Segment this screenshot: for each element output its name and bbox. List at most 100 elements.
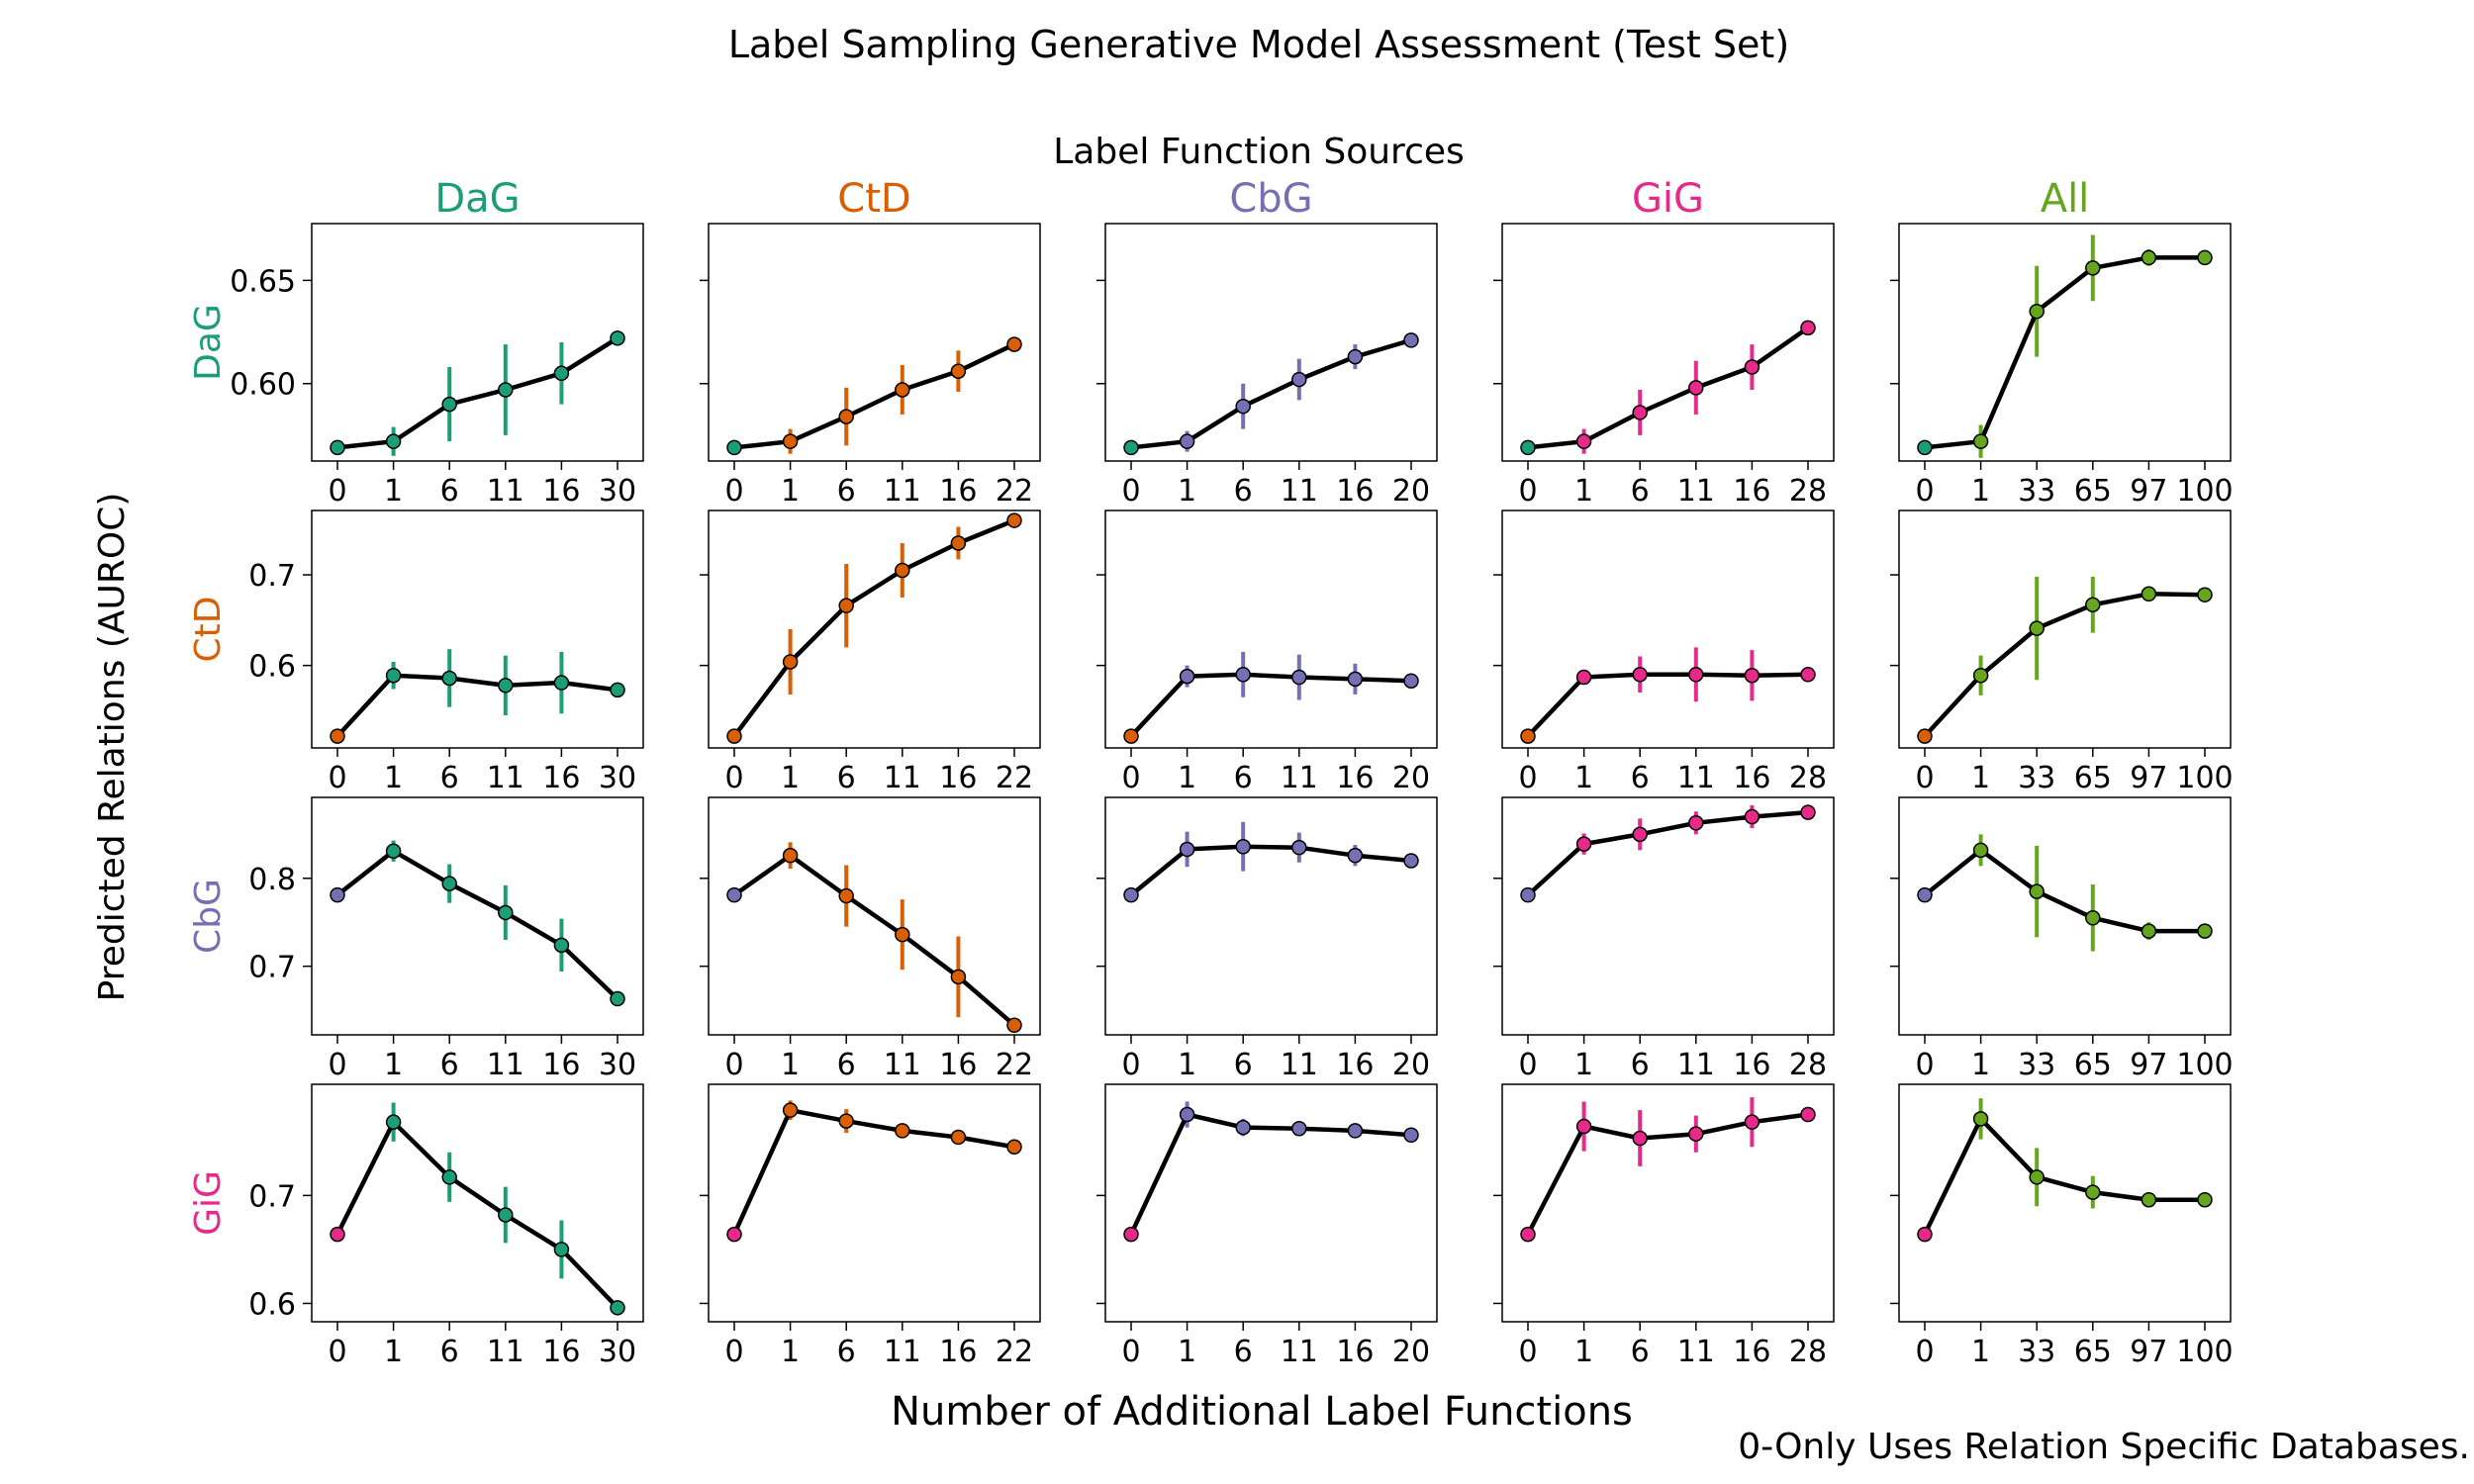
data-point (726, 439, 742, 456)
x-tick-label: 16 (1733, 1335, 1770, 1369)
data-point (1632, 826, 1648, 843)
x-tick-label: 22 (996, 1335, 1033, 1369)
data-point (1575, 1118, 1592, 1135)
column-title-cbg: CbG (1229, 176, 1312, 222)
x-tick-label: 6 (440, 1048, 459, 1082)
x-tick-label: 11 (884, 474, 921, 509)
data-point (610, 1300, 625, 1316)
series-line (1922, 1116, 2205, 1236)
x-tick-label: 0 (724, 761, 743, 795)
panel-ctd-ctd: 0 1 6 11 16 22 (700, 510, 1041, 795)
x-tick-label: 6 (440, 761, 459, 795)
x-tick-label: 0 (328, 1335, 346, 1369)
data-point (2029, 620, 2045, 636)
data-point (1917, 728, 1933, 744)
x-tick-label: 11 (884, 1335, 921, 1369)
data-point (1403, 853, 1419, 869)
x-tick-label: 16 (939, 1335, 977, 1369)
data-point (1800, 667, 1816, 683)
data-point (2085, 260, 2101, 276)
data-point (838, 1113, 854, 1129)
x-tick-label: 6 (1234, 474, 1253, 509)
data-point (385, 433, 402, 449)
data-point (1520, 728, 1536, 744)
x-tick-label: 11 (1281, 474, 1318, 509)
data-point (1917, 886, 1933, 903)
panel-frame (311, 1083, 644, 1323)
data-point (1235, 667, 1251, 683)
data-point (1688, 667, 1704, 683)
data-point (895, 562, 910, 579)
x-tick-label: 11 (1677, 474, 1715, 509)
x-tick-label: 28 (1789, 474, 1827, 509)
x-tick-label: 6 (440, 1335, 459, 1369)
data-point (2141, 1191, 2157, 1208)
data-point (1123, 728, 1139, 744)
x-tick-label: 11 (1677, 1335, 1715, 1369)
series-line (336, 335, 619, 450)
x-tick-label: 6 (837, 761, 856, 795)
x-tick-label: 0 (724, 1048, 743, 1082)
data-point (553, 937, 570, 954)
x-tick-label: 20 (1392, 474, 1430, 509)
data-point (498, 904, 514, 921)
data-point (1291, 371, 1307, 388)
series-line (1923, 848, 2205, 934)
data-point (1291, 1120, 1307, 1137)
panel-frame (1501, 223, 1835, 462)
data-point (498, 1207, 514, 1223)
series-line (1128, 1112, 1412, 1236)
x-tick-label: 16 (1336, 761, 1374, 795)
data-point (1688, 815, 1704, 831)
x-tick-label: 30 (599, 1335, 636, 1369)
data-point (1235, 1119, 1251, 1136)
x-tick-label: 6 (1234, 1335, 1253, 1369)
data-point (553, 365, 570, 382)
panel-ctd-all: 0 1 33 65 97 100 (1890, 510, 2234, 795)
x-tick-label: 1 (1971, 1335, 1990, 1369)
series-line (335, 848, 619, 1001)
data-point (498, 678, 514, 694)
series-line (1527, 325, 1810, 450)
y-tick-label: 0.65 (230, 264, 296, 299)
data-point (1800, 804, 1816, 820)
data-point (1744, 359, 1760, 375)
data-point (385, 843, 402, 859)
data-point (2141, 249, 2157, 266)
data-point (1179, 1106, 1195, 1123)
data-point (782, 847, 799, 864)
series-line (1526, 809, 1809, 897)
panel-frame (1501, 1083, 1835, 1323)
x-tick-label: 65 (2074, 1335, 2112, 1369)
series-line (1923, 592, 2206, 738)
x-tick-label: 20 (1392, 1048, 1430, 1082)
data-point (895, 926, 910, 943)
panel-gig-cbg: 0 1 6 11 16 20 (1096, 1083, 1438, 1369)
data-point (1575, 433, 1592, 449)
x-tick-label: 28 (1789, 761, 1827, 795)
x-tick-label: 22 (996, 761, 1033, 795)
x-tick-label: 6 (1631, 1048, 1650, 1082)
series-line (731, 1107, 1015, 1236)
row-label-cbg: CbG (188, 879, 229, 954)
x-tick-label: 16 (939, 761, 977, 795)
data-point (950, 1129, 967, 1146)
data-point (1403, 673, 1419, 689)
data-point (1917, 1226, 1933, 1243)
x-tick-label: 0 (328, 474, 346, 509)
x-tick-label: 97 (2130, 761, 2167, 795)
data-point (1123, 439, 1139, 456)
data-point (1800, 320, 1816, 336)
x-tick-label: 20 (1392, 1335, 1430, 1369)
data-point (1972, 667, 1989, 684)
x-tick-label: 0 (1915, 474, 1934, 509)
data-point (385, 1114, 402, 1130)
panel-frame (1104, 1083, 1438, 1323)
x-tick-label: 11 (1281, 1048, 1318, 1082)
data-point (2141, 586, 2157, 603)
data-point (1575, 669, 1592, 686)
row-label-gig: GiG (188, 1170, 229, 1236)
data-point (330, 439, 345, 456)
y-tick-label: 0.7 (248, 559, 296, 594)
x-tick-label: 0 (1518, 474, 1537, 509)
